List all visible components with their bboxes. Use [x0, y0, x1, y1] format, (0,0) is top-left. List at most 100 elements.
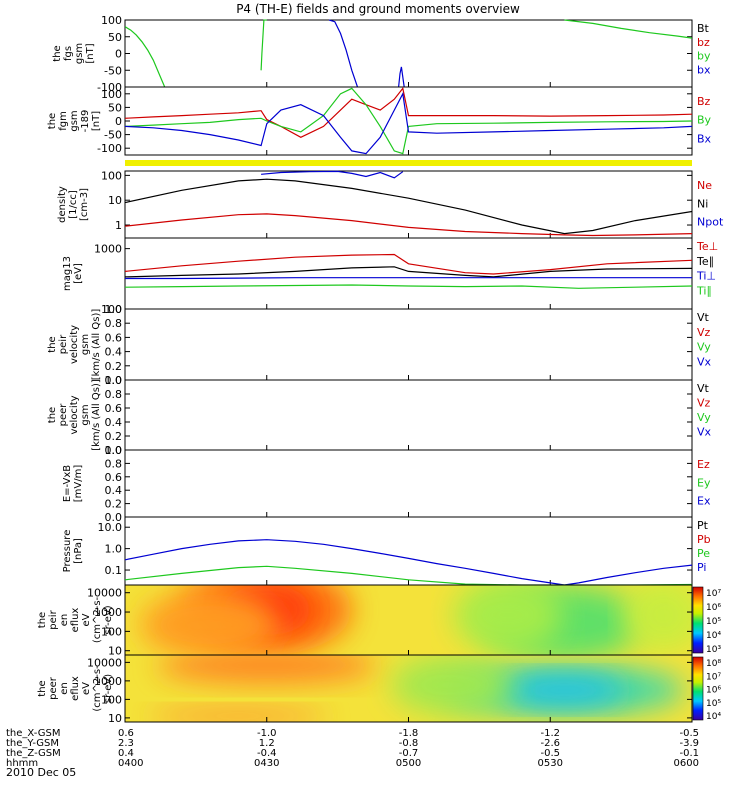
legend-entry: Ti⊥	[696, 270, 716, 283]
y-axis-title-line: en	[59, 614, 70, 627]
series-line	[125, 253, 692, 275]
y-axis-title-line: density	[57, 186, 68, 223]
y-axis-title-line: the	[52, 45, 63, 61]
legend-entry: Vx	[697, 355, 712, 368]
y-axis-title-line: sr-eV)	[103, 605, 114, 634]
series-group	[125, 170, 692, 237]
ephemeris-value: 2.3	[118, 738, 134, 749]
y-axis-title-line: the	[37, 680, 48, 696]
panel-frame	[124, 449, 693, 518]
y-axis-title-line: the	[47, 336, 58, 352]
legend-entry: Bt	[697, 22, 710, 35]
y-tick-label: 0.4	[105, 416, 123, 429]
y-axis-title-line: velocity	[69, 325, 80, 364]
y-axis-title-line: eflux	[70, 676, 81, 701]
series-line	[564, 19, 692, 39]
y-tick-label: 50	[108, 31, 122, 44]
y-axis-title-line: gsm	[80, 404, 91, 425]
y-axis-title: density[1/cc][cm-3]	[57, 186, 90, 223]
y-axis-title-line: (cm^2-s-	[92, 665, 103, 712]
y-tick-label: 100	[101, 625, 122, 638]
y-axis-title-line: [eV]	[73, 263, 84, 284]
y-axis-title-line: -189	[80, 110, 91, 133]
legend-entry: Pb	[697, 533, 711, 546]
series-group	[125, 19, 692, 88]
ephemeris-value: -3.9	[679, 738, 699, 749]
ephemeris-value: 1.2	[259, 738, 275, 749]
y-tick-label: 1.0	[105, 303, 123, 316]
y-tick-label: 10	[108, 645, 122, 658]
legend-entry: Pi	[697, 561, 706, 574]
colorbar-tick-label: 10⁸	[706, 659, 721, 669]
y-tick-label: 0.2	[105, 430, 123, 443]
colorbar-tick-label: 10⁶	[706, 603, 721, 613]
y-axis-title-line: gsm	[69, 110, 80, 131]
ephemeris-value: 0530	[538, 758, 563, 769]
y-axis-title-line: the	[47, 113, 58, 129]
legend-entry: Vz	[697, 397, 711, 410]
y-tick-label: -100	[97, 142, 122, 155]
ephemeris-value: -0.4	[257, 748, 277, 759]
ephemeris-value: -0.1	[679, 748, 699, 759]
panel-frame	[124, 237, 693, 310]
y-axis-title: mag13[eV]	[62, 256, 84, 291]
series-line	[125, 26, 166, 88]
colorbar-tick-label: 10⁴	[706, 631, 721, 641]
legend-entry: Vx	[697, 426, 712, 439]
ephemeris-value: -1.0	[257, 728, 277, 739]
legend-entry: Bx	[697, 132, 712, 145]
y-tick-label: -50	[104, 64, 122, 77]
y-axis-title-line: peir	[48, 609, 59, 629]
colorbar-tick-label: 10³	[706, 645, 721, 655]
legend-entry: Pt	[697, 519, 709, 532]
series-group	[125, 253, 692, 289]
ephemeris-value: 0430	[254, 758, 279, 769]
y-axis-title-line: [1/cc]	[68, 190, 79, 219]
series-line	[125, 284, 692, 289]
y-tick-label: 100	[101, 14, 122, 27]
y-tick-label: 1000	[94, 675, 122, 688]
legend-entry: Vz	[697, 326, 711, 339]
y-axis-title: thefgsgsm[nT]	[52, 43, 96, 64]
series-line	[398, 66, 405, 88]
series-line	[125, 91, 692, 155]
y-axis-title-line: fgm	[58, 111, 69, 131]
y-axis-title: Pressure[nPa]	[62, 530, 84, 573]
y-axis-title: thepeervelocitygsm[km/s (All Qs)]	[47, 379, 102, 451]
ephemeris-value: 0600	[674, 758, 699, 769]
colorbar-tick-label: 10⁵	[706, 699, 721, 709]
panel-10: 10⁸10⁷10⁶10⁵10⁴10000100010010thepeerenef…	[37, 654, 721, 725]
series-line	[125, 277, 692, 280]
y-tick-label: 0.6	[105, 331, 123, 344]
panel-frame	[124, 516, 693, 586]
ephemeris-value: -1.2	[540, 728, 560, 739]
ephemeris-value: 0500	[396, 758, 421, 769]
y-axis-title-line: E=-VxB	[62, 465, 73, 502]
legend-entry: bz	[697, 36, 710, 49]
legend-entry: Bz	[697, 95, 711, 108]
y-tick-label: -50	[104, 129, 122, 142]
y-tick-label: 0.8	[105, 388, 123, 401]
y-axis-title-line: [cm-3]	[79, 188, 90, 221]
y-axis-title-line: eflux	[70, 608, 81, 633]
panel-3: 100 10 1 density[1/cc][cm-3] Ne Ni Npot	[57, 169, 724, 239]
y-tick-label: 10000	[87, 656, 122, 669]
ephemeris-value: 0.6	[118, 728, 134, 739]
legend-entry: by	[697, 50, 711, 63]
series-line	[328, 19, 359, 88]
y-axis-title: thepeirenefluxeV(cm^2-s-sr-eV)	[37, 596, 114, 643]
y-axis-title-line: velocity	[69, 395, 80, 434]
ephemeris-value: -0.5	[679, 728, 699, 739]
legend-entry: Vt	[697, 311, 710, 324]
panel-frame	[124, 308, 693, 381]
ephemeris-value: 0.4	[118, 748, 134, 759]
ion-flux-edge	[623, 585, 692, 653]
colorbar: 10⁷ 10⁶ 10⁵ 10⁴ 10³	[692, 586, 721, 655]
y-tick-label: 50	[108, 101, 122, 114]
y-axis-title-line: [mV/m]	[73, 465, 84, 503]
y-axis-title: thepeerenefluxeV(cm^2-s-sr-eV)	[37, 665, 114, 712]
series-line	[125, 178, 692, 235]
y-tick-label: 100	[101, 303, 122, 316]
panel-9: 10⁷ 10⁶ 10⁵ 10⁴ 10³ 10000 1000 100 10 thepeirenef…	[37, 584, 721, 658]
